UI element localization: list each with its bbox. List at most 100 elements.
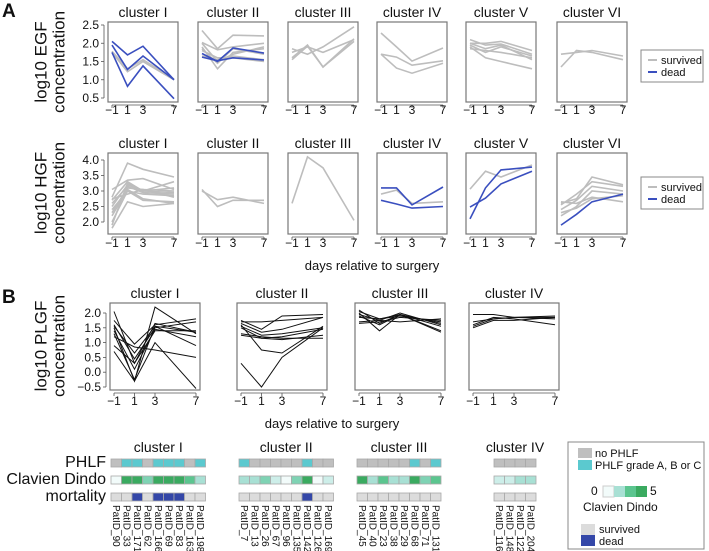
series-line-survived [560, 49, 624, 57]
patient-id-label: PatID_198 [194, 505, 205, 551]
legend-scale-title: Clavien Dindo [583, 500, 658, 514]
mortality-cell [312, 492, 324, 502]
series-line [240, 316, 324, 333]
series-line [240, 314, 324, 330]
legend-box [640, 176, 704, 210]
series-line-survived [201, 47, 265, 65]
patient-id-label: PatID_23 [377, 505, 388, 547]
egf-panel-3: cluster III −1 1 3 7 [285, 4, 359, 117]
x-tick-label: 1 [573, 236, 580, 250]
series-line-survived [560, 185, 624, 211]
panel-title: cluster I [118, 135, 167, 151]
patient-id-label: PatID_33 [120, 505, 131, 547]
x-tick-label: −1 [463, 236, 477, 250]
clavien-dindo-cell [173, 475, 185, 485]
clavien-dindo-cell [398, 475, 410, 485]
y-axis-label: concentration [49, 295, 68, 397]
panel-title: cluster II [207, 135, 260, 151]
panel-title: cluster V [474, 4, 529, 20]
phlf-cell [110, 458, 122, 468]
x-tick-label: 1 [304, 103, 311, 117]
panel-title: cluster VI [563, 135, 621, 151]
series-line [472, 316, 556, 329]
x-tick-label: 1 [393, 103, 400, 117]
series-line [113, 328, 197, 371]
phlf-cell [121, 458, 133, 468]
panel-title: cluster IV [383, 4, 442, 20]
mortality-cell [142, 492, 154, 502]
clavien-dindo-cell [301, 475, 313, 485]
phlf-cell [514, 458, 526, 468]
heatmap-cluster-title: cluster II [260, 439, 313, 455]
panel-title: cluster II [256, 285, 309, 301]
x-tick-label: −1 [554, 236, 568, 250]
legend-clavien-swatch [602, 485, 615, 498]
x-tick-label: 7 [261, 236, 268, 250]
legend-label: dead [661, 194, 685, 206]
series-line-survived [291, 40, 355, 69]
x-tick-label: −1 [234, 394, 248, 408]
clavien-dindo-cell [525, 475, 537, 485]
heatmap-cluster-title: cluster III [371, 439, 428, 455]
patient-id-label: PatID_148 [503, 505, 514, 551]
series-line [473, 314, 556, 320]
phlf-cell [430, 458, 442, 468]
x-tick-label: 1 [258, 394, 265, 408]
patient-id-label: PatID_166 [152, 505, 163, 551]
mortality-cell [259, 492, 271, 502]
series-line-survived [469, 47, 533, 59]
series-line [113, 325, 197, 381]
patient-id-label: PatID_40 [366, 505, 377, 547]
x-tick-label: −1 [374, 236, 388, 250]
phlf-cell [301, 458, 313, 468]
patient-id-label: PatID_126 [311, 505, 322, 551]
mortality-cell [514, 492, 526, 502]
x-tick-label: 7 [529, 103, 536, 117]
phlf-cell [259, 458, 271, 468]
x-tick-label: 7 [261, 103, 268, 117]
clavien-dindo-cell [259, 475, 271, 485]
patient-id-label: PatID_142 [301, 505, 312, 551]
mortality-cell [270, 492, 282, 502]
series-line-dead [381, 186, 444, 206]
phlf-cell [270, 458, 282, 468]
phlf-cell [525, 458, 537, 468]
series-line-survived [470, 40, 533, 52]
y-axis-label: concentration [49, 11, 68, 113]
phlf-cell [131, 458, 143, 468]
egf-panel-2: cluster II −1 1 3 7 [195, 4, 269, 117]
y-tick-label: 2.0 [82, 215, 99, 229]
legend-clavien-swatch [636, 486, 647, 497]
y-axis-label: log10 EGF [31, 21, 50, 102]
x-tick-label: 7 [171, 103, 178, 117]
y-tick-label: 2.0 [84, 306, 101, 320]
panel-title: cluster IV [383, 135, 442, 151]
plgf-panel-3: cluster III −1 1 3 7 [352, 285, 446, 408]
series-line [240, 324, 324, 354]
patient-id-label: PatID_69 [162, 505, 173, 547]
series-line-survived [201, 29, 265, 50]
plgf-panel-1: cluster I −1 1 3 7 −0.50.00.51.01.52.0 [77, 285, 201, 408]
y-tick-label: 3.0 [82, 184, 99, 198]
y-tick-label: 0.0 [84, 365, 101, 379]
series-line-survived [469, 44, 533, 57]
plot-frame [287, 152, 359, 235]
x-tick-label: 3 [230, 236, 237, 250]
series-line-survived [380, 53, 444, 67]
plot-frame [197, 152, 269, 235]
clavien-dindo-cell [504, 475, 516, 485]
panel-title: cluster III [295, 4, 352, 20]
mortality-cell [377, 492, 389, 502]
mortality-cell [398, 492, 410, 502]
phlf-cell [184, 458, 196, 468]
plot-frame [287, 21, 359, 103]
clavien-dindo-cell [388, 475, 400, 485]
mortality-cell [173, 492, 185, 502]
plot-frame [107, 21, 179, 103]
plot-frame [236, 302, 328, 391]
x-tick-label: −1 [195, 103, 209, 117]
x-tick-label: 7 [171, 236, 178, 250]
legend-clavien-swatch [614, 486, 625, 497]
y-tick-label: 2.0 [82, 36, 99, 50]
